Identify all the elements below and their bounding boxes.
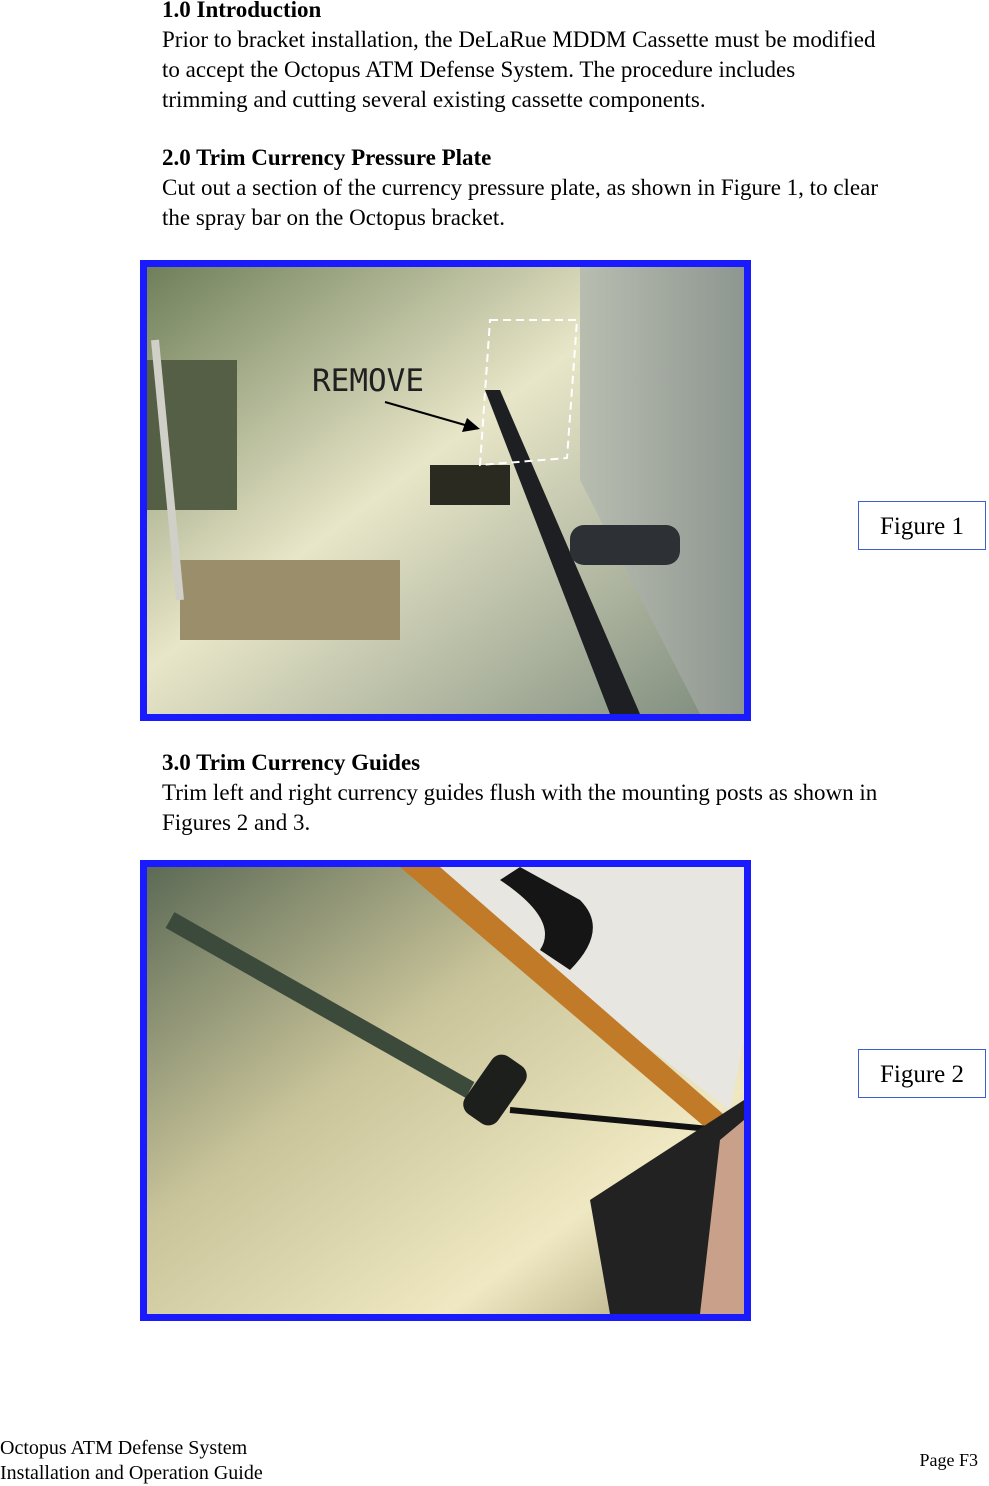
heading: 2.0 Trim Currency Pressure Plate	[162, 145, 492, 170]
figure-2-photo	[140, 860, 751, 1321]
footer: Octopus ATM Defense System Installation …	[0, 1436, 263, 1486]
footer-line: Octopus ATM Defense System	[0, 1437, 248, 1459]
footer-line: Installation and Operation Guide	[0, 1462, 263, 1484]
heading: 1.0 Introduction	[162, 0, 322, 22]
body-line: trimming and cutting several existing ca…	[162, 87, 706, 112]
figure-label: Figure 1	[858, 501, 986, 550]
body-line: Trim left and right currency guides flus…	[162, 780, 878, 805]
annotation: REMOVE	[312, 363, 424, 399]
section-3: 3.0 Trim Currency Guides Trim left and r…	[162, 748, 877, 838]
figure-1-photo: REMOVE	[140, 260, 751, 721]
body-line: the spray bar on the Octopus bracket.	[162, 205, 505, 230]
body-line: Cut out a section of the currency pressu…	[162, 175, 878, 200]
section-1: 1.0 Introduction Prior to bracket instal…	[162, 0, 876, 115]
section-2: 2.0 Trim Currency Pressure Plate Cut out…	[162, 143, 878, 233]
body-line: Prior to bracket installation, the DeLaR…	[162, 27, 876, 52]
page-number: Page F3	[919, 1450, 979, 1470]
body-line: Figures 2 and 3.	[162, 810, 311, 835]
body-line: to accept the Octopus ATM Defense System…	[162, 57, 796, 82]
heading: 3.0 Trim Currency Guides	[162, 750, 421, 775]
figure-label: Figure 2	[858, 1049, 986, 1098]
